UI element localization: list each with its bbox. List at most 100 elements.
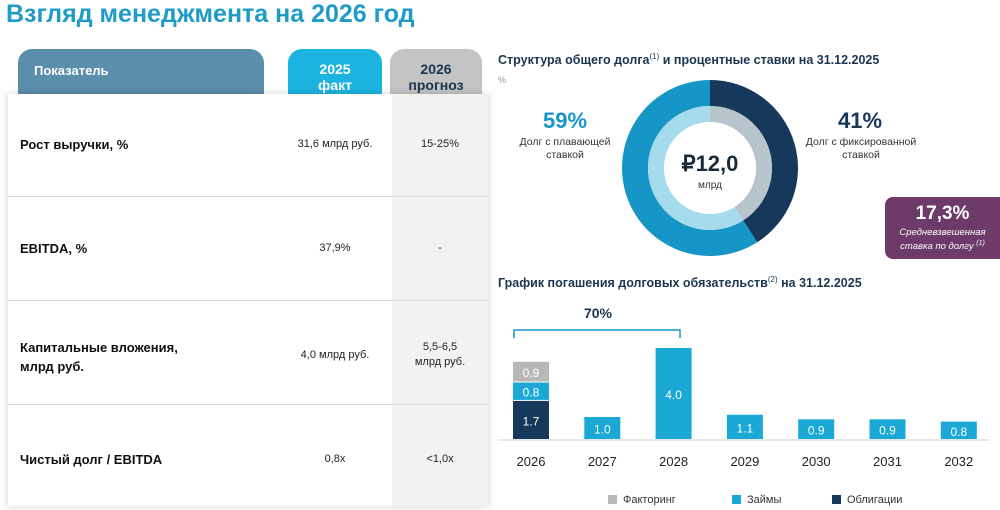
footnote-mark: (1) bbox=[649, 52, 660, 61]
donut-outer-floating-slice bbox=[622, 80, 758, 256]
donut-center-value: ₽12,0 bbox=[682, 151, 739, 176]
bracket-line bbox=[513, 329, 681, 338]
debt-structure-title-text: Структура общего долга bbox=[498, 53, 650, 68]
bar-2030-1 bbox=[798, 419, 835, 439]
legend-loans: Займы bbox=[732, 494, 781, 506]
bar-marks: 1.7 0.8 0.9 1.0 4.0 1.1 0.9 0.9 0.8 bbox=[513, 348, 977, 439]
bar-2031-1 bbox=[869, 419, 906, 439]
fixed-rate-label-1: Долг с фиксированной bbox=[805, 136, 917, 148]
row-label-text: Рост выручки, % bbox=[20, 137, 129, 152]
floating-rate-percent: 59% bbox=[542, 108, 588, 133]
x-tick-label: 2032 bbox=[944, 454, 973, 469]
weighted-rate-value: 17,3% bbox=[915, 203, 970, 224]
debt-donut-chart: ₽12,0 млрд bbox=[622, 80, 798, 256]
legend-swatch-factoring bbox=[608, 495, 617, 504]
x-tick-label: 2030 bbox=[802, 454, 831, 469]
repayment-title-text: График погашения долговых обязательств bbox=[498, 276, 768, 291]
donut-outer-ring bbox=[622, 80, 798, 256]
weighted-rate-label-2-text: ставка по долгу bbox=[900, 241, 974, 253]
repayment-bar-chart: 70% 1.7 0.8 0.9 1.0 4.0 1.1 0.9 0.9 0.8 2026 2027… bbox=[498, 305, 990, 469]
bar-2029-1 bbox=[726, 414, 763, 439]
row-forecast-capex: 5,5-6,5 млрд руб. bbox=[392, 340, 488, 370]
bar-value-label: 0.8 bbox=[523, 386, 540, 400]
bar-value-label: 0.9 bbox=[808, 424, 825, 438]
donut-inner-fixed-inner-slice bbox=[710, 106, 772, 221]
bar-2026-0 bbox=[513, 400, 549, 439]
bar-value-label: 0.8 bbox=[950, 425, 967, 439]
row-forecast-net-debt: <1,0х bbox=[426, 453, 454, 465]
row-fact-revenue: 31,6 млрд руб. bbox=[297, 138, 373, 150]
weighted-rate-label-1: Средневзвешенная bbox=[899, 227, 986, 238]
legend-label-loans: Займы bbox=[747, 494, 782, 506]
row-fact-ebitda: 37,9% bbox=[319, 242, 351, 254]
donut-outer-fixed-slice bbox=[710, 80, 798, 243]
footnote-mark: (1) bbox=[976, 240, 985, 247]
row-forecast-revenue: 15-25% bbox=[421, 138, 459, 150]
legend-label-factoring: Факторинг bbox=[623, 494, 676, 506]
footnote-mark: (2) bbox=[767, 275, 778, 284]
x-tick-labels: 2026 2027 2028 2029 2030 2031 2032 bbox=[517, 454, 974, 469]
debt-structure-title: Структура общего долга(1) и процентные с… bbox=[498, 52, 879, 67]
bar-2026-1 bbox=[513, 382, 549, 400]
bar-value-label: 1.1 bbox=[737, 421, 754, 435]
legend-swatch-loans bbox=[732, 495, 741, 504]
row-label-text: Капитальные вложения, bbox=[20, 340, 178, 355]
bar-2032-1 bbox=[940, 421, 977, 439]
donut-hole bbox=[664, 122, 756, 214]
fixed-rate-label-2: ставкой bbox=[842, 149, 880, 161]
row-divider bbox=[8, 300, 488, 301]
repayment-title: График погашения долговых обязательств(2… bbox=[498, 275, 862, 290]
header-2026-label: прогноз bbox=[408, 77, 464, 93]
row-divider bbox=[8, 404, 488, 405]
floating-rate-label-2: ставкой bbox=[546, 149, 584, 161]
header-2025-year: 2025 bbox=[319, 61, 351, 77]
weighted-rate-label-2: ставка по долгу (1) bbox=[885, 238, 1000, 252]
header-2026-year: 2026 bbox=[420, 61, 452, 77]
header-2025-label: факт bbox=[318, 77, 352, 93]
x-tick-label: 2028 bbox=[659, 454, 688, 469]
donut-inner-floating-inner-slice bbox=[647, 106, 744, 230]
x-tick-label: 2029 bbox=[730, 454, 759, 469]
floating-rate-label-1: Долг с плавающей bbox=[519, 136, 611, 148]
x-tick-label: 2026 bbox=[517, 454, 546, 469]
bar-2027-1 bbox=[584, 417, 621, 439]
row-label-text-2: млрд руб. bbox=[20, 359, 84, 374]
row-divider bbox=[8, 196, 488, 197]
percent-mark: % bbox=[498, 75, 507, 85]
donut-inner-ring bbox=[647, 106, 772, 230]
x-tick-label: 2031 bbox=[873, 454, 902, 469]
row-fact-capex: 4,0 млрд руб. bbox=[300, 349, 370, 361]
weighted-rate-label: Средневзвешенная ставка по долгу (1) bbox=[885, 227, 1000, 252]
row-label-ebitda: EBITDA, % bbox=[20, 239, 87, 258]
row-label-revenue: Рост выручки, % bbox=[20, 135, 128, 154]
row-label-net-debt: Чистый долг / EBITDA bbox=[20, 450, 162, 469]
donut-center-unit: млрд bbox=[698, 180, 722, 191]
fixed-rate-percent: 41% bbox=[837, 108, 883, 133]
row-forecast-ebitda: - bbox=[438, 242, 442, 254]
row-forecast-text: 5,5-6,5 bbox=[422, 341, 458, 353]
row-label-text: Чистый долг / EBITDA bbox=[20, 452, 163, 467]
bar-value-label: 1.7 bbox=[523, 414, 540, 428]
bar-value-label: 4.0 bbox=[665, 388, 682, 402]
bar-value-label: 0.9 bbox=[879, 424, 896, 438]
legend-factoring: Факторинг bbox=[608, 494, 676, 506]
bar-2028-1 bbox=[655, 348, 692, 439]
row-forecast-text-2: млрд руб. bbox=[414, 356, 466, 368]
bar-value-label: 0.9 bbox=[523, 366, 540, 380]
repayment-title-rest: на 31.12.2025 bbox=[777, 276, 862, 291]
row-fact-net-debt: 0,8х bbox=[324, 453, 346, 465]
debt-structure-title-rest: и процентные ставки на 31.12.2025 bbox=[659, 53, 880, 68]
x-tick-label: 2027 bbox=[588, 454, 617, 469]
floating-rate-label: Долг с плавающей ставкой bbox=[505, 136, 625, 162]
legend-bonds: Облигации bbox=[832, 494, 902, 506]
row-label-capex: Капитальные вложения, млрд руб. bbox=[20, 338, 178, 376]
legend-swatch-bonds bbox=[832, 495, 841, 504]
weighted-rate-badge: 17,3% Средневзвешенная ставка по долгу (… bbox=[885, 197, 1000, 259]
fixed-rate-label: Долг с фиксированной ставкой bbox=[800, 136, 922, 162]
table-body: Рост выручки, % 31,6 млрд руб. 15-25% EB… bbox=[8, 94, 488, 506]
legend-label-bonds: Облигации bbox=[847, 494, 903, 506]
bar-value-label: 1.0 bbox=[594, 423, 611, 437]
page-title: Взгляд менеджмента на 2026 год bbox=[6, 0, 415, 28]
bar-2026-2 bbox=[513, 361, 549, 382]
bracket-label: 70% bbox=[584, 305, 613, 321]
